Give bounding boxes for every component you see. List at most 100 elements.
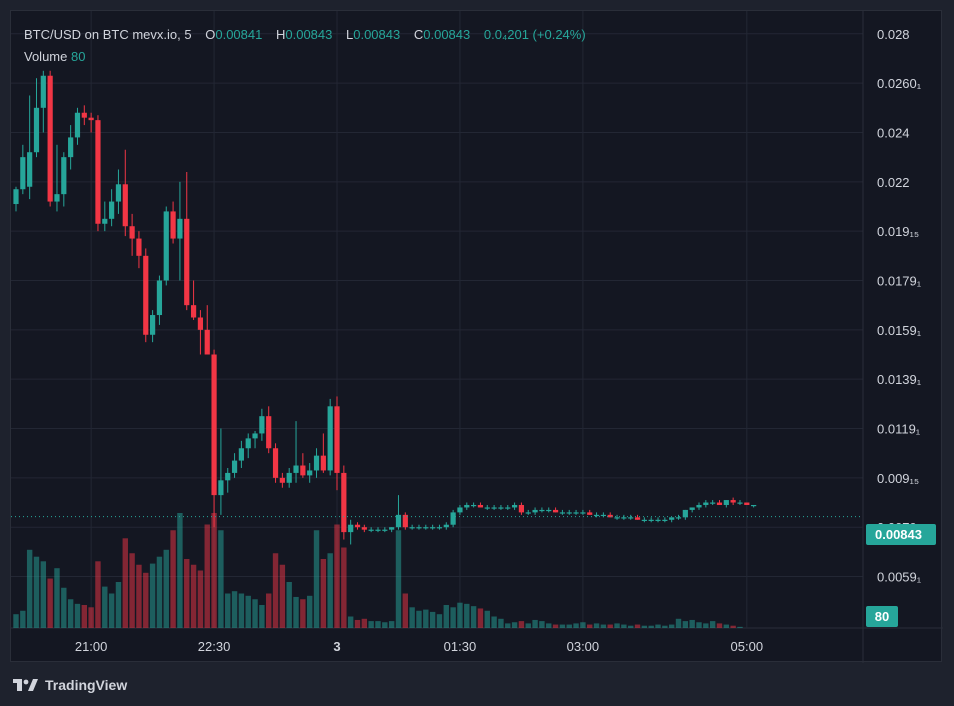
y-tick-label: 0.0119₁ — [877, 422, 921, 437]
volume-bar — [300, 599, 306, 628]
candle-body — [184, 218, 190, 306]
candle-body — [723, 500, 729, 505]
volume-bar — [505, 623, 511, 628]
x-axis-layer: 21:00 22:30 3 01:30 03:00 05:00 — [75, 639, 763, 654]
volume-bar — [730, 625, 736, 628]
volume-bar — [74, 603, 81, 628]
volume-bar — [457, 602, 463, 628]
y-tick-label: 0.0260₁ — [877, 76, 922, 91]
volume-bar — [532, 619, 538, 628]
candle-body — [600, 514, 606, 517]
candle-body — [675, 517, 682, 519]
volume-bar — [67, 599, 74, 628]
volume-bar — [470, 606, 477, 628]
candle-body — [511, 504, 518, 508]
volume-bar — [689, 619, 695, 628]
candle-body — [190, 305, 197, 318]
candle-body — [20, 157, 26, 190]
chart-canvas[interactable]: 0.028 0.0260₁ 0.024 0.022 0.019₁₅ 0.0179₁ 0.01… — [11, 11, 943, 663]
candle-body — [552, 509, 559, 513]
y-axis-layer: 0.028 0.0260₁ 0.024 0.022 0.019₁₅ 0.0179₁ 0.01… — [877, 27, 922, 585]
volume-bar — [320, 559, 327, 628]
brand-logo[interactable]: TradingView — [13, 675, 127, 695]
candle-body — [382, 529, 388, 531]
volume-bar — [259, 605, 265, 628]
candle-body — [354, 524, 361, 528]
volume-bar — [122, 538, 128, 628]
volume-bar — [81, 605, 87, 628]
volume-bar — [621, 624, 627, 628]
y-tick-label: 0.009₁₅ — [877, 471, 919, 486]
candle-body — [272, 448, 279, 478]
x-tick-label: 3 — [333, 639, 340, 654]
y-tick-label: 0.019₁₅ — [877, 224, 919, 239]
candle-body — [252, 433, 258, 439]
volume-bar — [47, 578, 53, 628]
candle-body — [430, 527, 436, 529]
volume-bar — [498, 618, 504, 628]
candle-body — [648, 519, 654, 521]
candle-body — [150, 315, 156, 335]
candle-body — [716, 502, 723, 505]
candle-body — [689, 507, 695, 510]
volume-bar — [238, 593, 245, 628]
volume-bar — [416, 610, 422, 628]
candle-body — [231, 460, 238, 473]
volume-bar — [559, 624, 566, 628]
volume-bar — [464, 603, 470, 628]
volume-bar — [600, 624, 607, 628]
chart-frame[interactable]: 0.028 0.0260₁ 0.024 0.022 0.019₁₅ 0.0179₁ 0.01… — [10, 10, 943, 663]
candle-body — [225, 472, 231, 481]
candle-body — [307, 470, 313, 476]
volume-bar — [477, 608, 484, 628]
volume-label[interactable]: Volume — [24, 49, 68, 64]
volume-bar — [129, 553, 135, 628]
volume-bar — [682, 621, 689, 628]
x-tick-label: 22:30 — [198, 639, 231, 654]
volume-bar — [662, 625, 668, 628]
volume-bar — [443, 605, 449, 628]
volume-bar — [409, 607, 415, 628]
candle-body — [81, 112, 87, 118]
candle-body — [587, 512, 593, 515]
candle-body — [204, 329, 210, 355]
candle-body — [177, 218, 183, 239]
candle-body — [669, 517, 675, 520]
candle-body — [375, 529, 381, 531]
candle-body — [730, 500, 736, 503]
volume-bar — [375, 621, 381, 628]
candle-body — [238, 448, 244, 461]
volume-bar — [61, 587, 67, 628]
low-label: L — [346, 27, 354, 42]
volume-bar — [54, 568, 60, 628]
legend-ohlc-row: BTC/USD on BTC mevx.io, 5 O0.00841 H0.00… — [24, 24, 586, 46]
volume-bar — [108, 593, 115, 628]
candle-body — [341, 472, 347, 533]
candle-body — [621, 517, 627, 519]
x-tick-label: 01:30 — [444, 639, 477, 654]
candle-body — [368, 529, 374, 531]
candle-body — [402, 514, 408, 528]
volume-bar — [546, 623, 552, 628]
volume-bar — [361, 618, 368, 628]
volume-bar — [450, 607, 456, 628]
candle-body — [655, 519, 661, 521]
volume-bar — [716, 623, 723, 628]
volume-bar — [347, 616, 354, 628]
volume-value: 80 — [71, 49, 86, 64]
candle-body — [74, 112, 81, 138]
candle-body — [95, 120, 101, 224]
y-tick-label: 0.024 — [877, 125, 910, 140]
candle-body — [573, 512, 579, 514]
symbol-title[interactable]: BTC/USD on BTC mevx.io, 5 — [24, 27, 192, 42]
chart-legend: BTC/USD on BTC mevx.io, 5 O0.00841 H0.00… — [24, 24, 586, 68]
open-value: 0.00841 — [215, 27, 263, 42]
candle-body — [348, 524, 354, 533]
candle-body — [423, 527, 429, 529]
tradingview-logo-icon — [13, 679, 38, 691]
volume-bar — [231, 591, 238, 628]
y-tick-label: 0.0059₁ — [877, 570, 922, 585]
candle-body — [395, 514, 402, 528]
volume-bar — [102, 586, 108, 628]
candle-body — [682, 509, 688, 518]
